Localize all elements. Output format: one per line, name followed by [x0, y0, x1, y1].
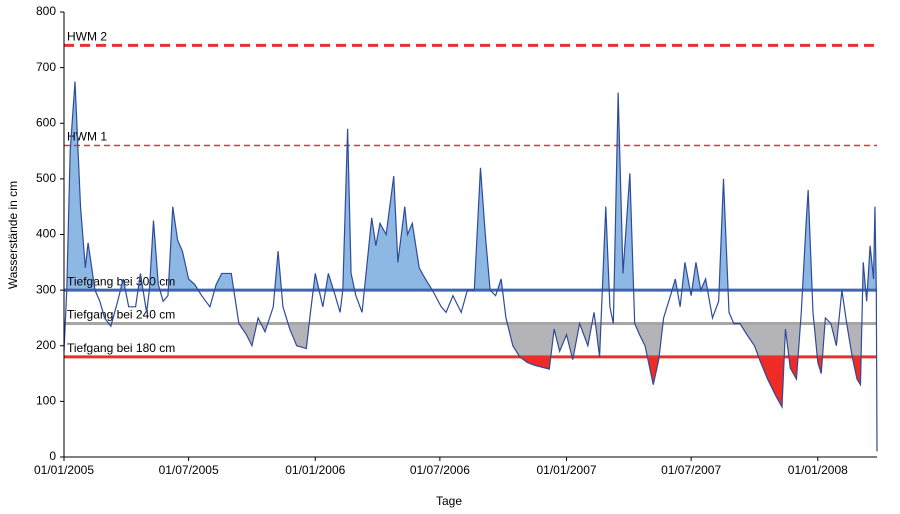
- x-tick-label: 01/07/2007: [661, 463, 721, 477]
- y-tick-label: 500: [36, 171, 56, 185]
- reference-label: HWM 2: [67, 30, 107, 44]
- y-tick-label: 600: [36, 115, 56, 129]
- y-tick-label: 100: [36, 394, 56, 408]
- y-tick-label: 0: [49, 449, 56, 463]
- y-tick-label: 300: [36, 282, 56, 296]
- y-tick-label: 200: [36, 338, 56, 352]
- data-line: [63, 81, 878, 452]
- y-axis-title: Wasserstände in cm: [6, 181, 20, 289]
- x-tick-label: 01/01/2006: [285, 463, 345, 477]
- fill-area: [64, 323, 877, 452]
- reference-label: Tiefgang bei 180 cm: [67, 341, 175, 355]
- x-tick-label: 01/07/2006: [410, 463, 470, 477]
- x-tick-label: 01/01/2008: [788, 463, 848, 477]
- x-axis-title: Tage: [436, 494, 462, 508]
- y-tick-label: 400: [36, 227, 56, 241]
- x-tick-label: 01/07/2005: [159, 463, 219, 477]
- x-tick-label: 01/01/2007: [537, 463, 597, 477]
- x-tick-label: 01/01/2005: [34, 463, 94, 477]
- reference-label: HWM 1: [67, 130, 107, 144]
- y-tick-label: 700: [36, 60, 56, 74]
- y-tick-label: 800: [36, 4, 56, 18]
- reference-label: Tiefgang bei 240 cm: [67, 308, 175, 322]
- fill-area: [64, 356, 877, 452]
